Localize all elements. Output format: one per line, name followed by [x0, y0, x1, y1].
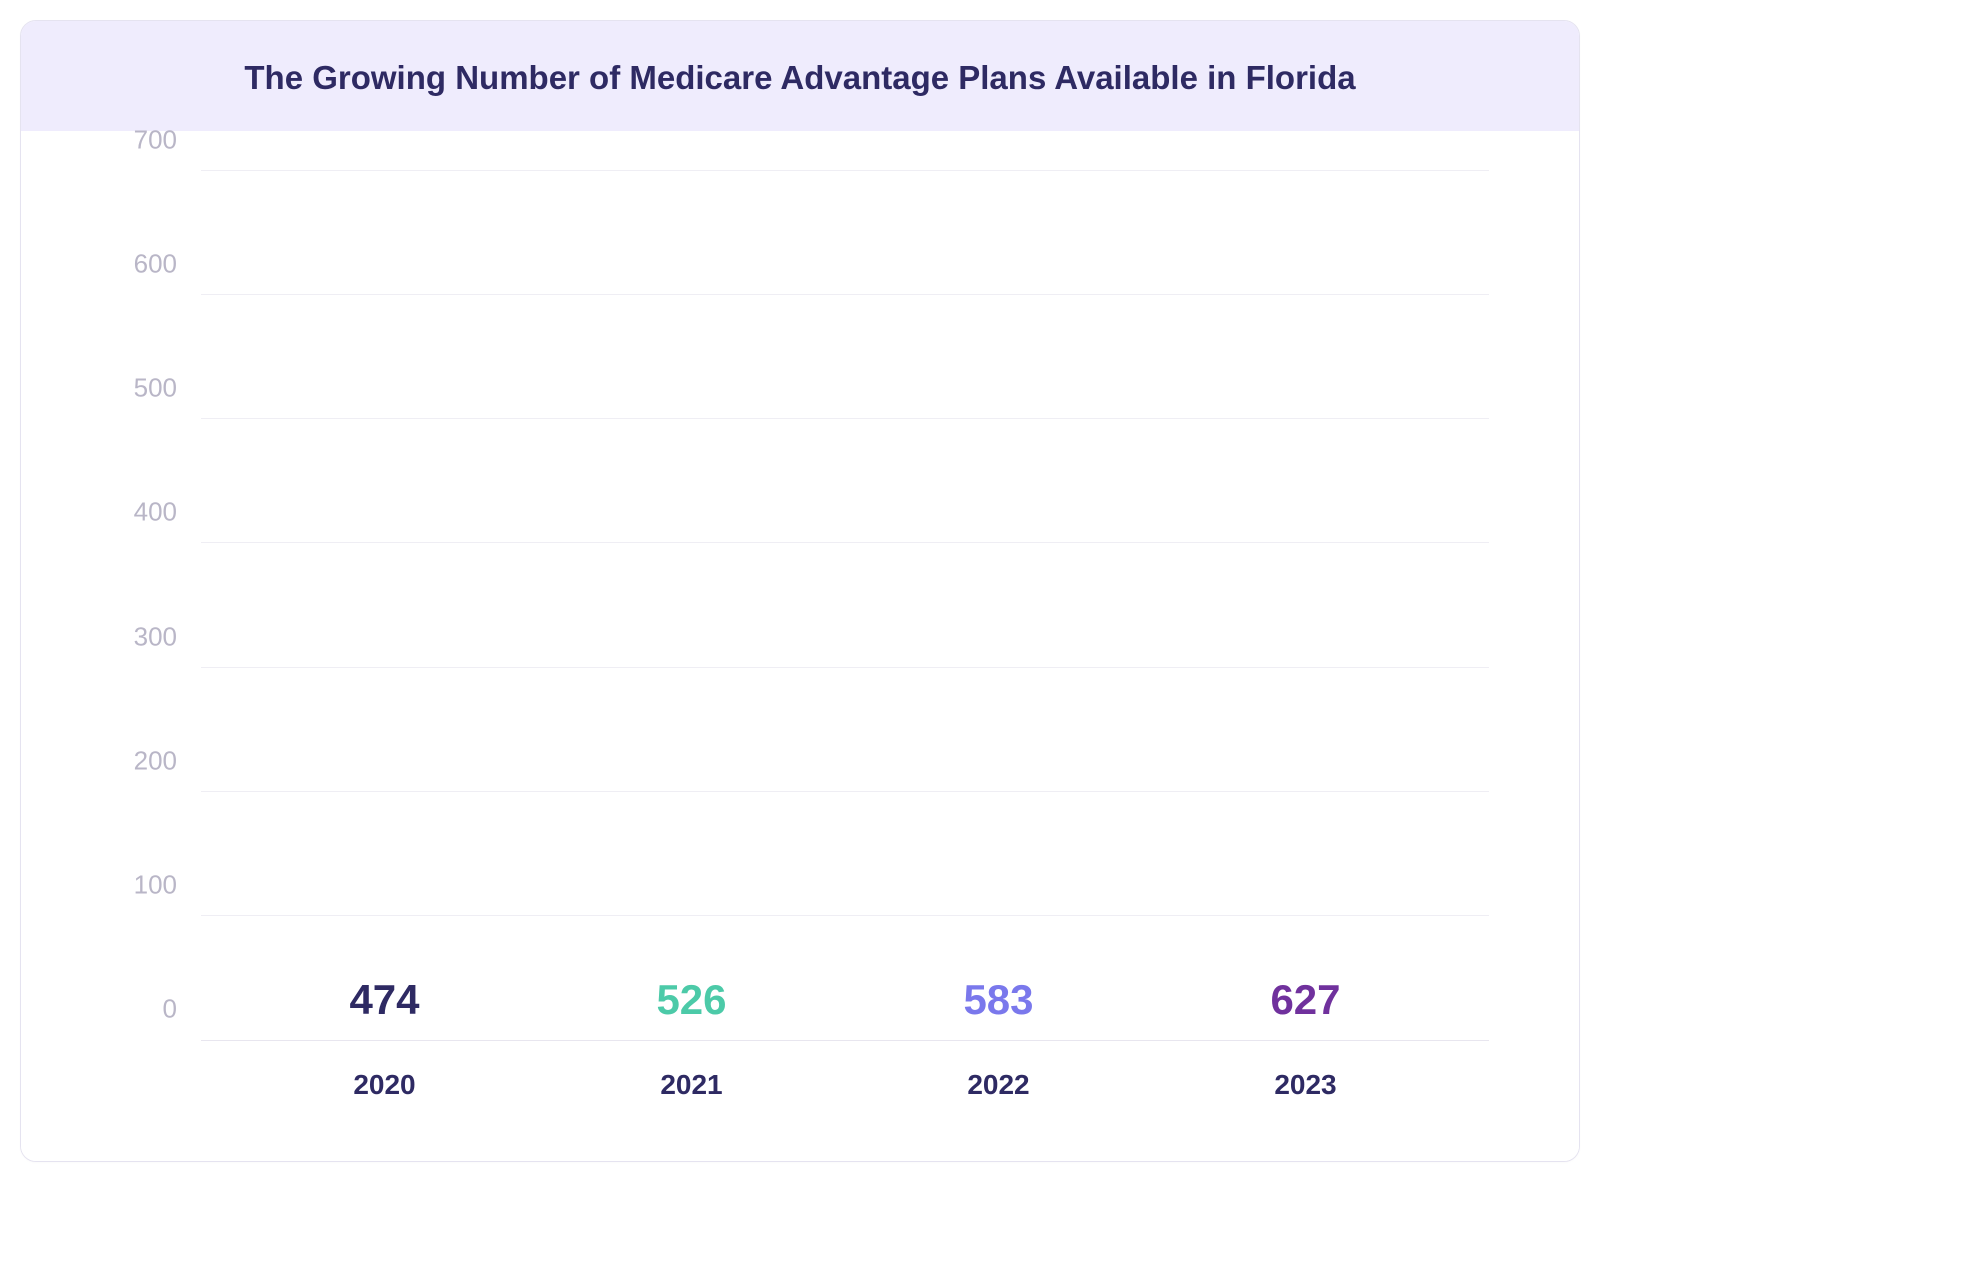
x-tick-label: 2023 [1152, 1069, 1459, 1101]
x-tick-label: 2022 [845, 1069, 1152, 1101]
chart-card: The Growing Number of Medicare Advantage… [20, 20, 1580, 1162]
chart-title: The Growing Number of Medicare Advantage… [41, 59, 1559, 97]
chart-body: 474526583627 0100200300400500600700 2020… [21, 131, 1579, 1161]
y-tick-label: 400 [134, 497, 177, 528]
x-tick-label: 2020 [231, 1069, 538, 1101]
y-tick-label: 600 [134, 249, 177, 280]
chart: 474526583627 0100200300400500600700 2020… [111, 171, 1489, 1101]
gridline [201, 170, 1489, 171]
y-tick-label: 0 [163, 994, 177, 1025]
plot-area: 474526583627 0100200300400500600700 [201, 171, 1489, 1041]
gridline [201, 915, 1489, 916]
bar-value-label: 526 [656, 976, 726, 1024]
gridline [201, 294, 1489, 295]
gridline [201, 791, 1489, 792]
y-tick-label: 300 [134, 621, 177, 652]
y-tick-label: 500 [134, 373, 177, 404]
bars-container: 474 526 583 627 [201, 171, 1489, 1040]
bar-value-label: 627 [1270, 976, 1340, 1024]
y-tick-label: 700 [134, 125, 177, 156]
x-axis: 2020202120222023 [201, 1041, 1489, 1101]
bar-value-label: 583 [963, 976, 1033, 1024]
gridline [201, 542, 1489, 543]
x-tick-label: 2021 [538, 1069, 845, 1101]
y-tick-label: 100 [134, 869, 177, 900]
y-tick-label: 200 [134, 745, 177, 776]
bar-value-label: 474 [349, 976, 419, 1024]
gridline [201, 418, 1489, 419]
chart-header: The Growing Number of Medicare Advantage… [21, 21, 1579, 131]
gridline [201, 667, 1489, 668]
